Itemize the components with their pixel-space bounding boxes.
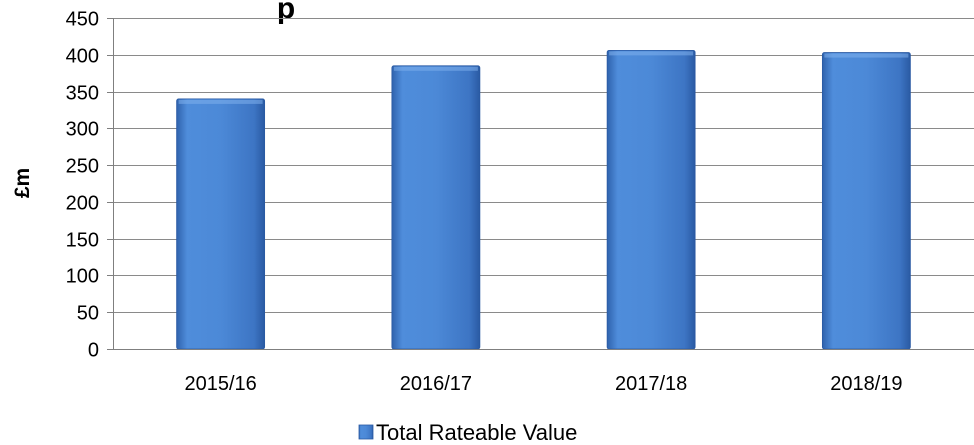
y-tick-label: 150: [66, 230, 99, 252]
legend: Total Rateable Value: [358, 420, 577, 445]
bar-highlight-2015-16: [178, 99, 263, 104]
y-tick-label: 250: [66, 156, 99, 178]
bar-series: [176, 49, 911, 350]
bar-2017-18: [606, 49, 696, 350]
bar-highlight-2017-18: [609, 51, 694, 56]
bar-2016-17: [391, 65, 481, 350]
y-tick-label: 200: [66, 193, 99, 215]
x-tick-label: 2017/18: [615, 373, 687, 395]
y-tick-label: 50: [77, 303, 99, 325]
y-axis-tick-labels: 0 50 100 150 200 250 300 350 400 450: [66, 9, 99, 362]
y-tick-label: 0: [88, 340, 99, 362]
x-tick-label: 2016/17: [400, 373, 472, 395]
bar-highlight-2016-17: [393, 66, 478, 71]
y-tick-label: 300: [66, 119, 99, 141]
y-tick-label: 400: [66, 46, 99, 68]
bar-2018-19: [821, 52, 911, 350]
bar-2015-16: [176, 98, 266, 350]
bar-highlight-2018-19: [824, 53, 909, 58]
chart-title-fragment: p: [277, 0, 295, 25]
x-tick-label: 2018/19: [830, 373, 902, 395]
legend-label: Total Rateable Value: [376, 420, 577, 445]
y-tick-label: 350: [66, 83, 99, 105]
x-axis-tick-labels: 2015/16 2016/17 2017/18 2018/19: [184, 373, 902, 395]
x-tick-label: 2015/16: [184, 373, 256, 395]
y-tick-label: 100: [66, 266, 99, 288]
y-tick-label: 450: [66, 9, 99, 31]
y-axis-title: £m: [11, 168, 34, 198]
legend-swatch: [358, 424, 374, 440]
